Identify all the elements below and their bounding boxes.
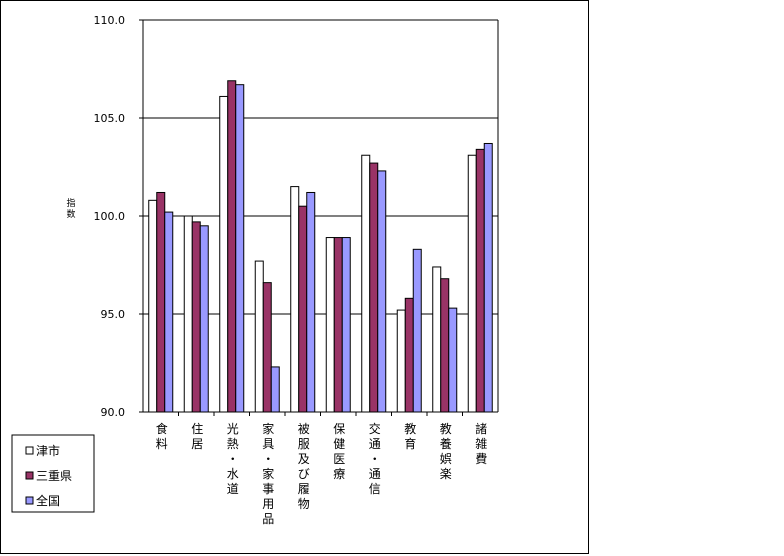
legend-label-0: 津市 <box>36 443 60 458</box>
category-label-6: 交通・通信 <box>369 421 381 496</box>
bar-2-0 <box>219 95 229 413</box>
bar-5-2 <box>341 237 351 413</box>
y-tick-label-3: 105.0 <box>94 112 126 125</box>
bar-0-1 <box>156 191 166 413</box>
bar-2-2 <box>235 84 245 413</box>
legend-swatch-1 <box>25 471 34 480</box>
bar-8-2 <box>448 307 458 413</box>
bar-9-0 <box>467 154 477 413</box>
bar-6-1 <box>369 162 379 413</box>
y-axis-label: 指数 <box>66 197 75 220</box>
bar-8-0 <box>432 266 442 413</box>
y-tick-labels: 90.0 95.0 100.0 105.0 110.0 <box>94 14 126 419</box>
y-axis-label: 指数 <box>66 197 75 220</box>
bar-7-0 <box>396 309 406 413</box>
bar-5-1 <box>333 237 343 413</box>
legend-label-1: 三重県 <box>36 469 72 483</box>
y-tick-label-0: 90.0 <box>101 406 126 419</box>
bar-4-2 <box>306 191 316 413</box>
bar-7-2 <box>412 248 422 413</box>
bar-3-2 <box>270 366 280 413</box>
bar-8-1 <box>440 278 450 413</box>
bar-3-0 <box>254 260 264 413</box>
category-label-1: 住居 <box>191 422 203 451</box>
bar-1-2 <box>199 225 209 413</box>
bar-2-1 <box>227 80 237 413</box>
legend-label-2: 全国 <box>36 493 60 508</box>
category-label-7: 教育 <box>404 421 416 451</box>
bar-9-1 <box>475 148 485 413</box>
bar-1-1 <box>191 221 201 413</box>
category-label-3: 家具・家事用品 <box>262 421 274 526</box>
category-label-8: 教養娯楽 <box>440 421 452 481</box>
category-label-5: 保健医療 <box>333 422 345 481</box>
bar-6-0 <box>361 154 371 413</box>
bar-3-1 <box>262 282 272 413</box>
bar-6-2 <box>377 170 387 413</box>
bar-5-0 <box>325 237 335 413</box>
bar-0-0 <box>148 199 158 413</box>
bar-4-0 <box>290 186 300 413</box>
bar-4-1 <box>298 205 308 413</box>
bar-0-2 <box>164 211 174 413</box>
bar-1-0 <box>183 215 193 413</box>
category-label-0: 食料 <box>156 421 168 451</box>
category-label-2: 光熱・水道 <box>227 422 239 496</box>
y-tick-label-2: 100.0 <box>94 210 126 223</box>
chart-frame: 90.0 95.0 100.0 105.0 110.0 指数 食料 住居 光熱・水道 家具・家… <box>0 0 589 554</box>
category-label-9: 諸雑費 <box>475 421 487 466</box>
category-label-4: 被服及び履物 <box>298 422 310 511</box>
bar-7-1 <box>404 297 414 413</box>
legend-swatch-2 <box>25 496 34 505</box>
y-tick-label-4: 110.0 <box>94 14 126 27</box>
bar-9-2 <box>483 142 493 413</box>
legend-swatch-0 <box>25 446 34 455</box>
y-tick-label-1: 95.0 <box>101 308 126 321</box>
axes <box>139 19 499 416</box>
bars <box>148 80 493 413</box>
